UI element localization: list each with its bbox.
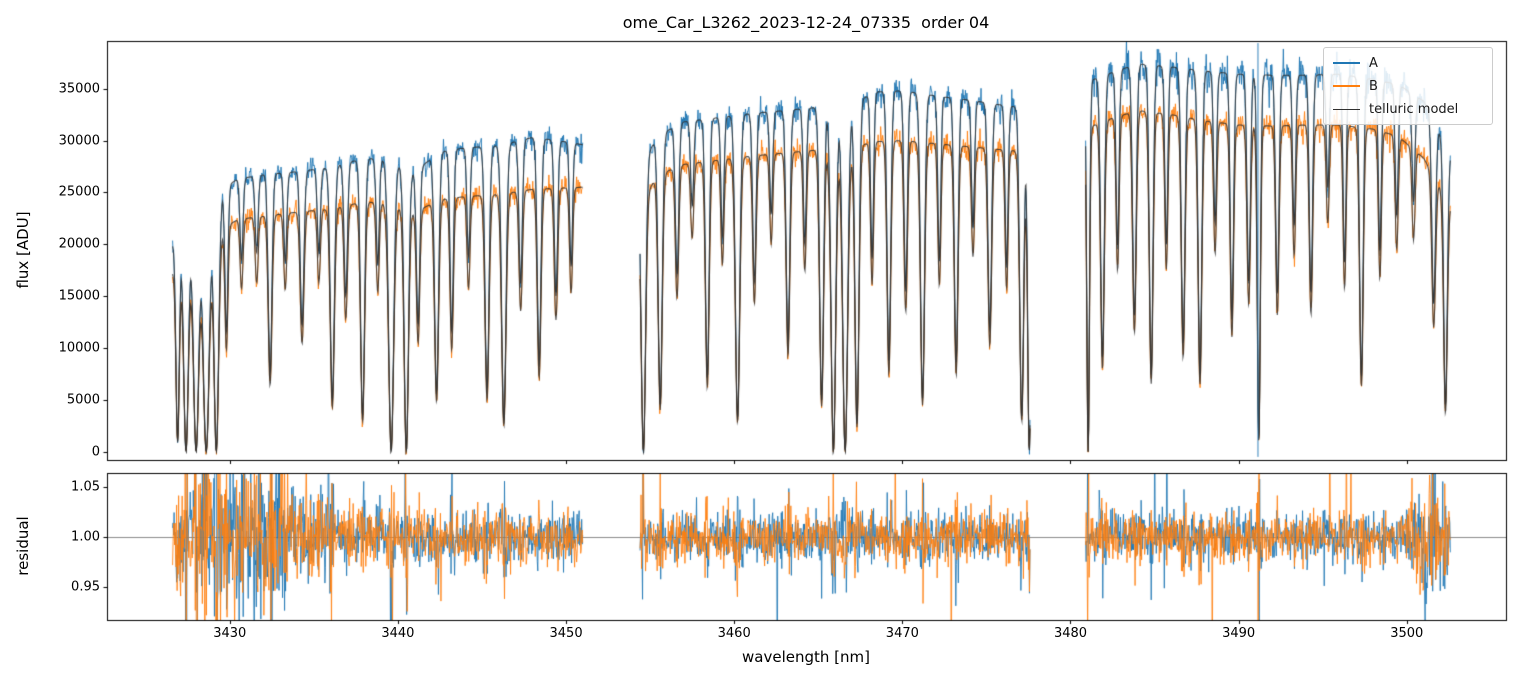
flux-y-tick-label: 15000 [58, 288, 100, 304]
flux-y-tick-label: 10000 [58, 340, 100, 356]
flux-y-tick-label: 30000 [58, 133, 100, 149]
legend-line-swatch [1333, 108, 1360, 110]
x-tick-label: 3480 [1053, 626, 1088, 641]
flux-y-tick-label: 20000 [58, 236, 100, 252]
legend-line-swatch [1333, 85, 1360, 87]
legend-label: B [1369, 78, 1378, 94]
x-tick-label: 3500 [1390, 626, 1424, 641]
residual-y-tick-label: 0.95 [71, 579, 100, 595]
legend-item-A: A [1333, 55, 1483, 71]
flux-y-tick-label: 35000 [58, 81, 100, 97]
x-tick-label: 3490 [1222, 626, 1256, 641]
flux-y-tick-label: 25000 [58, 184, 100, 200]
legend-item-B: B [1333, 78, 1483, 94]
flux-y-tick-label: 5000 [66, 392, 100, 408]
x-tick-label: 3460 [717, 626, 751, 641]
x-tick-label: 3440 [381, 626, 415, 641]
x-tick-label: 3430 [213, 626, 247, 641]
wavelength-axis-label: wavelength [nm] [742, 648, 870, 666]
flux-axis-label: flux [ADU] [14, 211, 32, 289]
residual-y-tick-label: 1.00 [71, 529, 100, 545]
legend-label: A [1369, 55, 1378, 71]
x-tick-label: 3470 [885, 626, 919, 641]
legend-line-swatch [1333, 62, 1360, 64]
x-tick-label: 3450 [549, 626, 583, 641]
legend-item-telluric-model: telluric model [1333, 101, 1483, 117]
legend-label: telluric model [1369, 101, 1459, 117]
residual-axis-label: residual [14, 516, 32, 576]
flux-y-tick-label: 0 [91, 444, 100, 460]
residual-y-tick-label: 1.05 [71, 479, 100, 495]
chart-title: ome_Car_L3262_2023-12-24_07335 order 04 [622, 13, 990, 32]
